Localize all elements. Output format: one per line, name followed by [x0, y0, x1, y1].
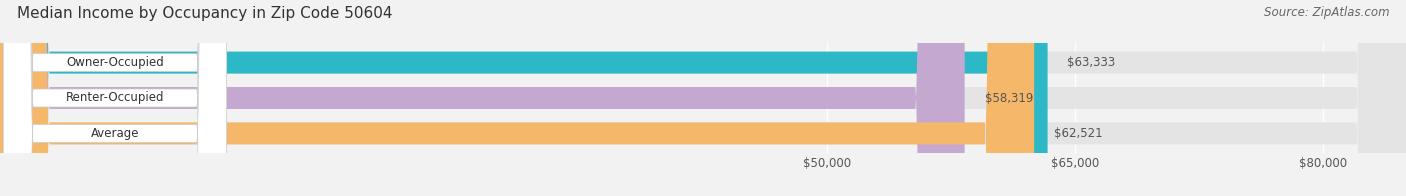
Text: Renter-Occupied: Renter-Occupied — [66, 92, 165, 104]
Text: $62,521: $62,521 — [1054, 127, 1102, 140]
Text: Average: Average — [91, 127, 139, 140]
FancyBboxPatch shape — [3, 0, 226, 196]
Text: Source: ZipAtlas.com: Source: ZipAtlas.com — [1264, 6, 1389, 19]
Text: $63,333: $63,333 — [1067, 56, 1116, 69]
FancyBboxPatch shape — [3, 0, 226, 196]
Text: $58,319: $58,319 — [984, 92, 1033, 104]
FancyBboxPatch shape — [3, 0, 226, 196]
FancyBboxPatch shape — [0, 0, 1035, 196]
FancyBboxPatch shape — [0, 0, 965, 196]
Text: Owner-Occupied: Owner-Occupied — [66, 56, 165, 69]
FancyBboxPatch shape — [0, 0, 1047, 196]
Text: Median Income by Occupancy in Zip Code 50604: Median Income by Occupancy in Zip Code 5… — [17, 6, 392, 21]
